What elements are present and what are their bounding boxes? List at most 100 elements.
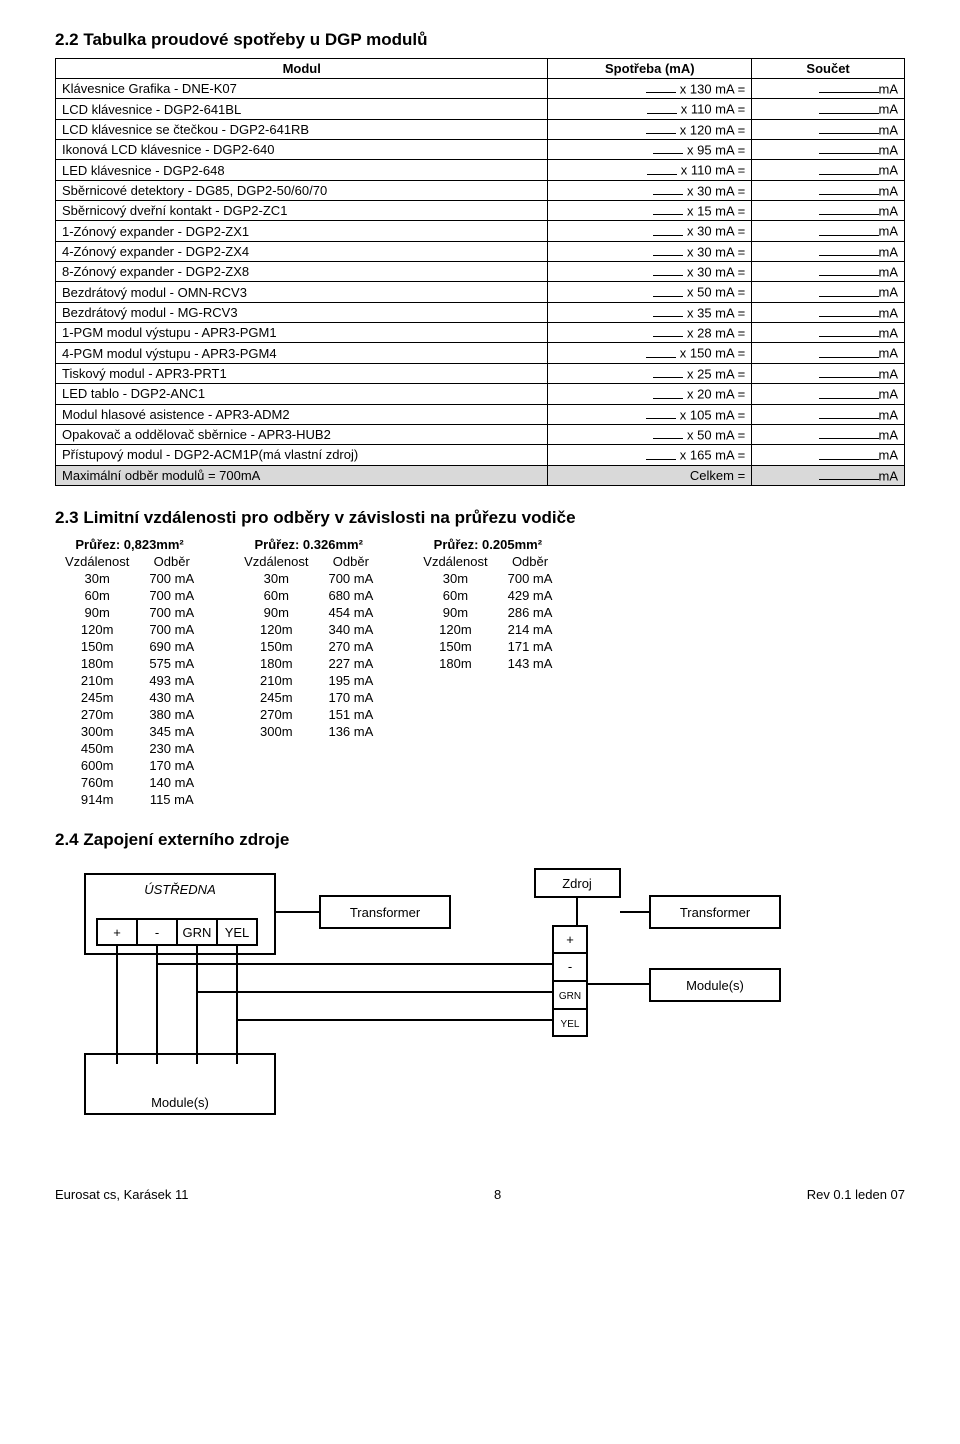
cell-consumption: x 120 mA = [548,119,752,139]
limit-cell: 700 mA [139,604,204,621]
limit-cell: 700 mA [139,587,204,604]
cell-consumption: x 30 mA = [548,221,752,241]
limit-row: 60m680 mA [234,587,383,604]
limit-row: 150m690 mA [55,638,204,655]
label-transformer-2: Transformer [680,905,751,920]
cell-total: mA [752,302,905,322]
limit-row: 120m340 mA [234,621,383,638]
cell-consumption: x 95 mA = [548,140,752,160]
limit-cell: 270m [55,706,139,723]
table-row: Bezdrátový modul - MG-RCV3 x 35 mA =mA [56,302,905,322]
limit-subhead: Odběr [139,553,204,570]
limit-cell: 345 mA [139,723,204,740]
col-spotreba: Spotřeba (mA) [548,59,752,79]
limit-cell: 300m [55,723,139,740]
limit-row: 90m700 mA [55,604,204,621]
limit-cell: 30m [413,570,497,587]
table-row: 4-Zónový expander - DGP2-ZX4 x 30 mA =mA [56,241,905,261]
limit-row: 210m493 mA [55,672,204,689]
cell-label: Přístupový modul - DGP2-ACM1P(má vlastní… [56,445,548,465]
table-row: 4-PGM modul výstupu - APR3-PGM4 x 150 mA… [56,343,905,363]
limit-cell: 227 mA [318,655,383,672]
limit-cell: 60m [55,587,139,604]
cell-total: mA [752,201,905,221]
limit-row: 300m345 mA [55,723,204,740]
section-2-4-title: 2.4 Zapojení externího zdroje [55,830,905,850]
term-right-grn: GRN [559,991,581,1002]
cell-consumption: x 30 mA = [548,262,752,282]
col-modul: Modul [56,59,548,79]
limit-cell: 150m [234,638,318,655]
cell-consumption: x 28 mA = [548,323,752,343]
limit-subhead: Vzdálenost [413,553,497,570]
limit-row: 270m380 mA [55,706,204,723]
cell-label: 4-PGM modul výstupu - APR3-PGM4 [56,343,548,363]
page-footer: Eurosat cs, Karásek 11 8 Rev 0.1 leden 0… [55,1187,905,1202]
table-row: LCD klávesnice se čtečkou - DGP2-641RB x… [56,119,905,139]
cell-total: mA [752,160,905,180]
limit-row: 180m227 mA [234,655,383,672]
cell-consumption: x 105 mA = [548,404,752,424]
cell-label: 8-Zónový expander - DGP2-ZX8 [56,262,548,282]
limit-cell: 680 mA [318,587,383,604]
limit-cell: 700 mA [498,570,563,587]
power-consumption-table: Modul Spotřeba (mA) Součet Klávesnice Gr… [55,58,905,486]
limit-row: 270m151 mA [234,706,383,723]
table-row: 8-Zónový expander - DGP2-ZX8 x 30 mA =mA [56,262,905,282]
external-power-diagram: ÚSTŘEDNA + - GRN YEL Transformer Zdroj T… [75,864,905,1127]
cell-total: mA [752,99,905,119]
limit-cell: 180m [234,655,318,672]
cell-consumption: x 15 mA = [548,201,752,221]
limit-cell: 30m [55,570,139,587]
limit-cell: 90m [55,604,139,621]
limit-row: 30m700 mA [55,570,204,587]
limit-column: Průřez: 0.326mm²VzdálenostOdběr30m700 mA… [234,536,383,808]
section-2-3-title: 2.3 Limitní vzdálenosti pro odběry v záv… [55,508,905,528]
limit-cell: 270m [234,706,318,723]
table-row: Ikonová LCD klávesnice - DGP2-640 x 95 m… [56,140,905,160]
footer-right: Rev 0.1 leden 07 [807,1187,905,1202]
limit-cell: 60m [413,587,497,604]
label-modules-left: Module(s) [151,1095,209,1110]
cell-label: Opakovač a oddělovač sběrnice - APR3-HUB… [56,424,548,444]
section-2-2-title: 2.2 Tabulka proudové spotřeby u DGP modu… [55,30,905,50]
limit-row: 245m170 mA [234,689,383,706]
limits-columns: Průřez: 0,823mm²VzdálenostOdběr30m700 mA… [55,536,905,808]
limit-cell: 120m [234,621,318,638]
cell-label: Bezdrátový modul - MG-RCV3 [56,302,548,322]
limit-cell: 150m [413,638,497,655]
cell-total: mA [752,140,905,160]
cell-consumption: x 30 mA = [548,180,752,200]
cell-total: mA [752,262,905,282]
limit-subhead: Vzdálenost [234,553,318,570]
limit-cell: 230 mA [139,740,204,757]
limit-cell: 170 mA [318,689,383,706]
limit-cell: 493 mA [139,672,204,689]
limit-row: 60m700 mA [55,587,204,604]
table-row: LED klávesnice - DGP2-648 x 110 mA =mA [56,160,905,180]
limit-cell: 600m [55,757,139,774]
limit-row: 600m170 mA [55,757,204,774]
cell-label: 4-Zónový expander - DGP2-ZX4 [56,241,548,261]
limit-cell: 270 mA [318,638,383,655]
cell-total: mA [752,282,905,302]
table-row: Sběrnicové detektory - DG85, DGP2-50/60/… [56,180,905,200]
table-row: Přístupový modul - DGP2-ACM1P(má vlastní… [56,445,905,465]
limit-row: 180m575 mA [55,655,204,672]
limit-cell: 90m [234,604,318,621]
limit-row: 300m136 mA [234,723,383,740]
cell-consumption: x 35 mA = [548,302,752,322]
limit-cell: 90m [413,604,497,621]
label-modules-right: Module(s) [686,978,744,993]
cell-total: mA [752,404,905,424]
cell-consumption: x 25 mA = [548,363,752,383]
cell-consumption: x 20 mA = [548,384,752,404]
cell-consumption: x 30 mA = [548,241,752,261]
cell-label: Sběrnicové detektory - DG85, DGP2-50/60/… [56,180,548,200]
limit-cell: 30m [234,570,318,587]
cell-total: mA [752,424,905,444]
limit-subhead: Odběr [318,553,383,570]
limit-heading: Průřez: 0.205mm² [413,536,562,553]
limit-row: 914m115 mA [55,791,204,808]
table-row: LED tablo - DGP2-ANC1 x 20 mA =mA [56,384,905,404]
